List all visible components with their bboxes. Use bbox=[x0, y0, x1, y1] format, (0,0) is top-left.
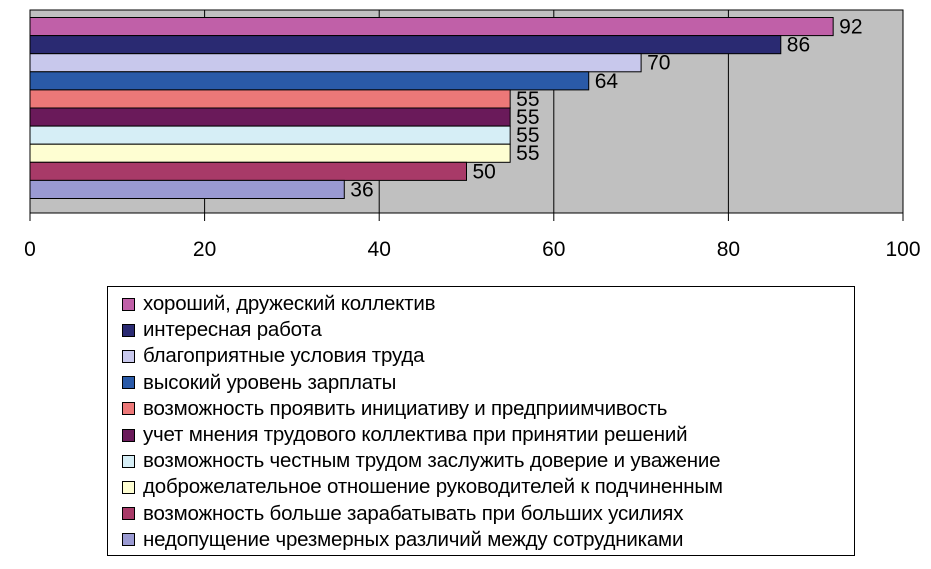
legend-item: интересная работа bbox=[122, 317, 854, 343]
legend-swatch bbox=[122, 402, 135, 416]
legend-item: возможность честным трудом заслужить дов… bbox=[122, 448, 854, 474]
legend-item: высокий уровень зарплаты bbox=[122, 370, 854, 396]
legend-swatch bbox=[122, 349, 135, 363]
bar-data-label: 50 bbox=[473, 160, 496, 183]
bar-data-label: 55 bbox=[516, 88, 539, 111]
legend: хороший, дружеский коллектив интересная р… bbox=[107, 286, 855, 556]
legend-swatch bbox=[122, 297, 135, 311]
bar bbox=[29, 125, 511, 145]
bar bbox=[29, 107, 511, 127]
bar-data-label: 36 bbox=[350, 178, 373, 201]
legend-swatch bbox=[122, 323, 135, 337]
legend-swatch bbox=[122, 376, 135, 390]
x-tick-label: 0 bbox=[24, 238, 36, 261]
legend-label: недопущение чрезмерных различий между со… bbox=[143, 527, 684, 551]
plot-border bbox=[29, 9, 904, 214]
legend-swatch bbox=[122, 428, 135, 442]
legend-item: хороший, дружеский коллектив bbox=[122, 291, 854, 317]
bar-data-label: 70 bbox=[647, 52, 670, 75]
bar bbox=[29, 161, 467, 181]
legend-item: возможность больше зарабатывать при боль… bbox=[122, 501, 854, 527]
legend-label: высокий уровень зарплаты bbox=[143, 370, 397, 394]
bar-data-label: 92 bbox=[839, 16, 862, 39]
legend-item: возможность проявить инициативу и предпр… bbox=[122, 396, 854, 422]
bar bbox=[29, 179, 345, 199]
bar-data-label: 64 bbox=[595, 70, 619, 93]
legend-swatch bbox=[122, 507, 135, 521]
x-axis: 0 20 40 60 80 100 bbox=[24, 9, 921, 261]
legend-item: благоприятные условия труда bbox=[122, 343, 854, 369]
legend-label: возможность проявить инициативу и предпр… bbox=[143, 396, 668, 420]
bar bbox=[29, 143, 511, 163]
bar bbox=[29, 71, 590, 91]
bar-data-label: 86 bbox=[787, 34, 810, 57]
x-tick-label: 100 bbox=[885, 238, 920, 261]
legend-label: учет мнения трудового коллектива при при… bbox=[143, 423, 688, 447]
x-tick-label: 40 bbox=[368, 238, 391, 261]
legend-label: возможность больше зарабатывать при боль… bbox=[143, 501, 684, 525]
bar-data-label: 55 bbox=[516, 124, 539, 147]
legend-label: возможность честным трудом заслужить дов… bbox=[143, 449, 721, 473]
legend-swatch bbox=[122, 533, 135, 547]
legend-swatch bbox=[122, 480, 135, 494]
x-tick-label: 20 bbox=[193, 238, 216, 261]
bar-data-label: 55 bbox=[516, 106, 539, 129]
legend-item: недопущение чрезмерных различий между со… bbox=[122, 527, 854, 553]
legend-item: доброжелательное отношение руководителей… bbox=[122, 474, 854, 500]
bar bbox=[29, 17, 834, 37]
x-tick-label: 80 bbox=[717, 238, 740, 261]
bar bbox=[29, 89, 511, 109]
bar bbox=[29, 53, 642, 73]
legend-label: интересная работа bbox=[143, 318, 322, 342]
bar-data-label: 55 bbox=[516, 142, 539, 165]
legend-item: учет мнения трудового коллектива при при… bbox=[122, 422, 854, 448]
legend-label: доброжелательное отношение руководителей… bbox=[143, 475, 723, 499]
legend-label: благоприятные условия труда bbox=[143, 344, 425, 368]
x-tick-label: 60 bbox=[542, 238, 565, 261]
legend-swatch bbox=[122, 454, 135, 468]
legend-label: хороший, дружеский коллектив bbox=[143, 292, 436, 316]
